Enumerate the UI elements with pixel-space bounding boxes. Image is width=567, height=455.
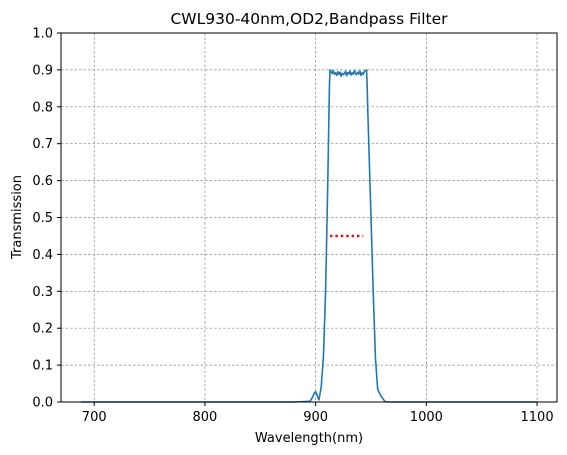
y-tick-label: 0.0: [32, 396, 53, 411]
y-tick-label: 0.9: [32, 63, 53, 78]
y-tick-label: 0.1: [32, 359, 53, 374]
y-tick-label: 0.5: [32, 211, 53, 226]
x-axis-title: Wavelength(nm): [255, 431, 363, 446]
y-tick-label: 0.6: [32, 174, 53, 189]
series-group: [80, 69, 538, 403]
transmission-line: [80, 69, 538, 403]
chart-title: CWL930-40nm,OD2,Bandpass Filter: [170, 10, 448, 28]
x-tick-label: 800: [193, 410, 218, 425]
y-tick-label: 0.8: [32, 100, 53, 115]
y-tick-label: 0.7: [32, 137, 53, 152]
y-tick-label: 0.3: [32, 285, 53, 300]
y-tick-label: 0.2: [32, 322, 53, 337]
y-axis: 0.0 0.1 0.2 0.3 0.4 0.5 0.6 0.7 0.8 0.9 1.0: [32, 27, 61, 411]
y-tick-label: 1.0: [32, 27, 53, 42]
x-tick-label: 1000: [410, 410, 443, 425]
y-tick-label: 0.4: [32, 248, 53, 263]
x-tick-label: 900: [303, 410, 328, 425]
x-tick-label: 700: [82, 410, 107, 425]
x-tick-label: 1100: [521, 410, 554, 425]
x-axis: 700 800 900 1000 1100: [82, 402, 554, 425]
y-axis-title: Transmission: [10, 175, 25, 260]
